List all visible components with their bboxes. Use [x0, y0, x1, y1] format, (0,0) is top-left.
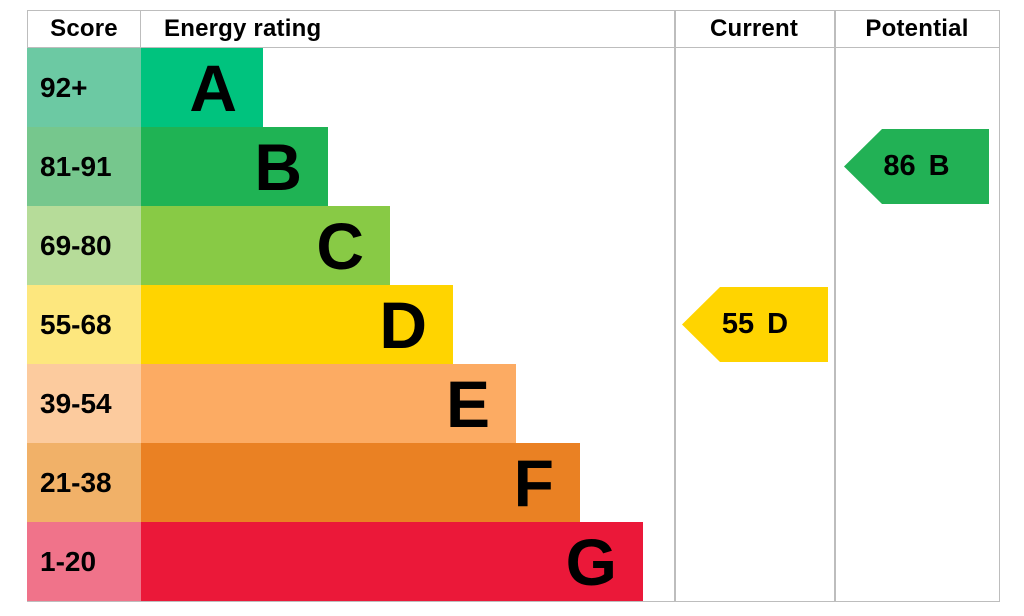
rating-letter: C [316, 208, 364, 283]
potential-rating-letter: B [928, 150, 950, 182]
rating-bar: B [141, 127, 328, 206]
band-row-e: 39-54 E [27, 364, 1000, 443]
score-cell: 92+ [27, 48, 141, 127]
header-score-label: Score [50, 15, 118, 42]
score-cell: 55-68 [27, 285, 141, 364]
band-row-a: 92+ A [27, 48, 1000, 127]
band-row-b: 81-91 B 86 B [27, 127, 1000, 206]
potential-arrow: 86 B [844, 129, 989, 204]
header-energy-rating-label: Energy rating [164, 15, 322, 42]
header-potential: Potential [834, 11, 1000, 47]
rating-letter: A [189, 50, 237, 125]
current-score-value: 55 [721, 308, 755, 340]
score-range-label: 39-54 [40, 387, 112, 419]
column-divider-potential [834, 11, 836, 601]
header-score: Score [27, 11, 141, 47]
rating-letter: B [254, 129, 302, 204]
score-range-label: 1-20 [40, 545, 97, 577]
score-cell: 81-91 [27, 127, 141, 206]
potential-score-value: 86 [883, 150, 916, 182]
current-rating-letter: D [767, 308, 789, 340]
header-current: Current [674, 11, 834, 47]
band-row-c: 69-80 C [27, 206, 1000, 285]
score-cell: 69-80 [27, 206, 141, 285]
band-row-g: 1-20 G [27, 522, 1000, 601]
header-potential-label: Potential [865, 15, 969, 42]
rating-letter: E [445, 366, 490, 441]
band-row-f: 21-38 F [27, 443, 1000, 522]
table-right-border [998, 11, 1000, 601]
score-cell: 39-54 [27, 364, 141, 443]
score-range-label: 21-38 [40, 466, 112, 498]
rating-bar: D [141, 285, 453, 364]
current-arrow: 55 D [682, 287, 828, 362]
score-range-label: 69-80 [40, 229, 112, 261]
score-range-label: 81-91 [40, 150, 112, 182]
score-cell: 1-20 [27, 522, 141, 601]
rating-letter: D [379, 287, 427, 362]
epc-rating-chart: Score Energy rating Current Potential 92… [27, 10, 1000, 602]
header-energy-rating: Energy rating [141, 11, 674, 47]
rating-bar: A [141, 48, 263, 127]
header-row: Score Energy rating Current Potential [27, 11, 1000, 48]
rating-letter: G [565, 524, 617, 599]
rating-bar: E [141, 364, 516, 443]
header-current-label: Current [709, 15, 799, 42]
rating-letter: F [513, 445, 554, 520]
rating-bar: G [141, 522, 643, 601]
score-cell: 21-38 [27, 443, 141, 522]
rating-bar: C [141, 206, 390, 285]
score-range-label: 55-68 [40, 308, 112, 340]
rating-bar: F [141, 443, 580, 522]
band-row-d: 55-68 D 55 D [27, 285, 1000, 364]
score-range-label: 92+ [40, 71, 88, 103]
column-divider-current [674, 11, 676, 601]
bands-body: 92+ A 81-91 B 86 B 69-80 C [27, 48, 1000, 601]
